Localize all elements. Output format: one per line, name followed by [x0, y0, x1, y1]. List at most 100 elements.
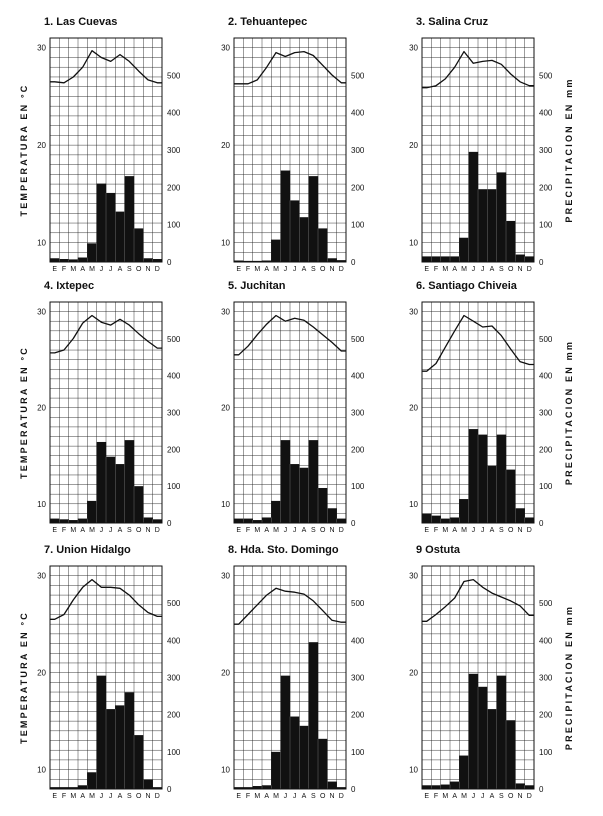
precipitation-bar — [252, 260, 263, 262]
bar-gridlines — [431, 434, 525, 523]
precipitation-bar — [431, 256, 441, 262]
precipitation-tick-label: 500 — [351, 599, 365, 608]
bar-gridlines — [431, 686, 525, 789]
precipitation-bar — [459, 499, 469, 523]
precipitation-bar — [133, 486, 144, 523]
month-label: J — [293, 793, 297, 800]
month-label: A — [490, 527, 495, 534]
month-label: E — [52, 793, 57, 800]
precipitation-bar — [327, 781, 337, 789]
precipitation-bar — [105, 456, 116, 523]
month-label: D — [527, 266, 532, 273]
month-label: D — [155, 793, 160, 800]
precipitation-bar — [317, 228, 328, 262]
bar-gridlines — [431, 189, 525, 262]
precipitation-tick-label: 400 — [167, 372, 181, 381]
precipitation-tick-label: 0 — [539, 258, 544, 267]
climate-panel: 8. Hda. Sto. Domingo 30 20 10 500 400 300 200 10… — [221, 544, 365, 800]
plot-frame — [49, 37, 163, 263]
precipitation-tick-label: 300 — [167, 409, 181, 418]
precipitation-bar — [431, 785, 441, 789]
precipitation-tick-label: 300 — [351, 409, 365, 418]
precipitation-tick-label: 200 — [351, 183, 365, 192]
precipitation-bar — [421, 513, 432, 523]
precipitation-bar — [143, 258, 153, 262]
precipitation-bar — [308, 440, 319, 523]
precipitation-bars — [233, 440, 347, 523]
precipitation-bar — [289, 200, 300, 262]
precipitation-bar — [233, 518, 244, 523]
precipitation-bar — [524, 256, 535, 262]
precipitation-bars — [49, 176, 163, 262]
month-label: O — [320, 793, 326, 800]
precipitation-bar — [496, 172, 507, 262]
precipitation-bar — [515, 508, 525, 523]
precipitation-tick-label: 200 — [167, 445, 181, 454]
precipitation-bar — [289, 716, 300, 789]
precipitation-bar — [77, 257, 88, 262]
precipitation-bars — [49, 440, 163, 523]
precipitation-bar — [143, 779, 153, 789]
precipitation-bar — [96, 675, 107, 789]
precipitation-tick-label: 0 — [351, 785, 356, 794]
grid — [422, 302, 534, 523]
precipitation-axis-label: PRECIPITACION EN mm — [564, 77, 574, 222]
month-label: N — [329, 793, 334, 800]
month-label: O — [136, 793, 142, 800]
precipitation-bar — [440, 784, 451, 789]
temperature-tick-label: 30 — [221, 308, 230, 317]
month-label: F — [434, 266, 438, 273]
precipitation-tick-label: 300 — [167, 674, 181, 683]
temperature-tick-label: 10 — [409, 239, 418, 248]
precipitation-tick-label: 100 — [351, 748, 365, 757]
month-label: E — [236, 266, 241, 273]
axis-side-labels: TEMPERATURA EN °C PRECIPITACION EN mm TEMP… — [19, 77, 574, 750]
panel-title: 3. Salina Cruz — [416, 16, 489, 28]
month-label: M — [70, 527, 76, 534]
precipitation-tick-label: 500 — [351, 71, 365, 80]
temperature-tick-label: 10 — [221, 766, 230, 775]
precipitation-bar — [496, 434, 507, 523]
month-label: M — [273, 527, 279, 534]
month-label: A — [264, 793, 269, 800]
precipitation-tick-label: 0 — [167, 519, 172, 528]
month-label: D — [339, 793, 344, 800]
precipitation-bar — [449, 517, 460, 523]
temperature-tick-label: 10 — [221, 239, 230, 248]
precipitation-bar — [308, 642, 319, 789]
month-label: D — [527, 793, 532, 800]
precipitation-tick-label: 200 — [351, 445, 365, 454]
temperature-tick-label: 10 — [37, 500, 46, 509]
precipitation-tick-label: 300 — [351, 674, 365, 683]
month-label: O — [320, 266, 326, 273]
climate-panel: 6. Santiago Chiveia 30 20 10 500 400 300 200 100… — [409, 280, 553, 534]
temperature-tick-label: 20 — [37, 404, 46, 413]
month-label: F — [62, 527, 66, 534]
month-label: D — [527, 527, 532, 534]
precipitation-bar — [336, 518, 347, 523]
bar-gridlines — [280, 200, 328, 262]
precipitation-bar — [299, 467, 309, 523]
month-label: S — [499, 527, 504, 534]
precipitation-bar — [252, 786, 263, 789]
climate-panel: 7. Union Hidalgo 30 20 10 500 400 300 200 100 0 E F… — [37, 544, 181, 800]
precipitation-tick-label: 300 — [167, 146, 181, 155]
month-label: A — [80, 793, 85, 800]
month-label: S — [127, 793, 132, 800]
precipitation-tick-label: 300 — [539, 409, 553, 418]
precipitation-bar — [308, 176, 319, 262]
precipitation-bar — [336, 260, 347, 262]
precipitation-tick-label: 200 — [539, 183, 553, 192]
panel-title: 9 Ostuta — [416, 544, 461, 556]
precipitation-bar — [421, 785, 432, 789]
precipitation-tick-label: 300 — [539, 146, 553, 155]
precipitation-bar — [143, 517, 153, 523]
panel-title: 8. Hda. Sto. Domingo — [228, 544, 339, 556]
precipitation-bar — [87, 772, 97, 789]
month-label: J — [284, 266, 288, 273]
precipitation-tick-label: 400 — [351, 636, 365, 645]
month-label: J — [481, 266, 485, 273]
temperature-tick-label: 20 — [37, 669, 46, 678]
